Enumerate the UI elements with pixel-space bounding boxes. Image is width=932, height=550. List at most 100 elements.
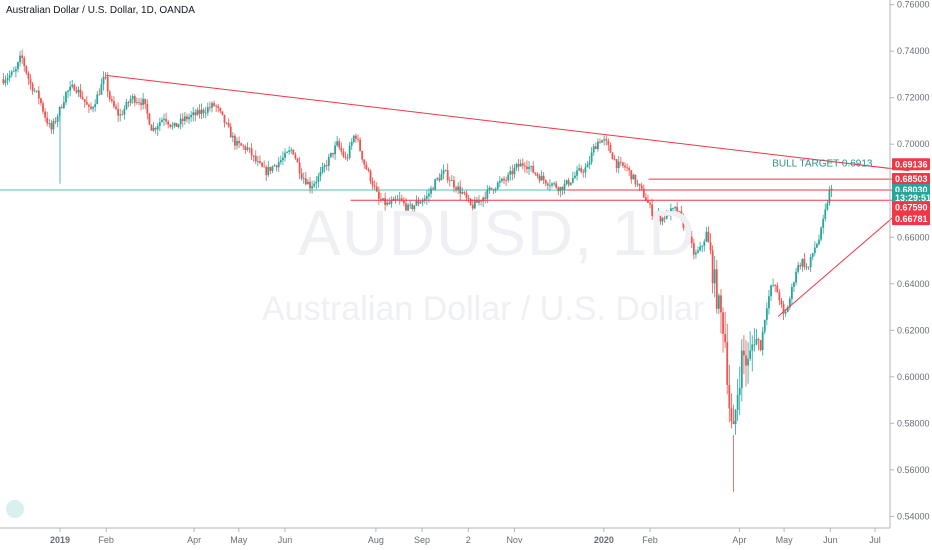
- candle-body: [231, 135, 234, 138]
- candle-body: [778, 292, 781, 301]
- candle-body: [628, 168, 631, 171]
- candle-body: [377, 191, 380, 200]
- candle-body: [636, 183, 639, 185]
- candle-body: [686, 227, 689, 238]
- x-tick-label: Apr: [187, 535, 201, 545]
- y-tick-label: 0.54000: [897, 511, 930, 521]
- candle-body: [98, 94, 101, 96]
- candle-body: [455, 187, 457, 190]
- candle-body: [179, 118, 182, 125]
- candle-body: [373, 185, 376, 187]
- x-tick-label: 2019: [50, 535, 70, 545]
- candle-body: [200, 109, 203, 115]
- candle-body: [37, 90, 40, 99]
- candle-body: [795, 271, 797, 283]
- candle-body: [163, 118, 165, 120]
- candle-body: [473, 200, 476, 209]
- candle-body: [327, 156, 330, 166]
- candle-body: [824, 209, 827, 219]
- candle-body: [234, 135, 236, 146]
- candle-body: [526, 166, 528, 169]
- candle-body: [229, 126, 232, 138]
- y-tick-label: 0.76000: [897, 0, 930, 10]
- candle-body: [578, 168, 581, 171]
- candle-body: [498, 181, 501, 183]
- candle-body: [428, 193, 430, 197]
- candle-body: [747, 358, 749, 366]
- candle-body: [100, 84, 103, 95]
- candle-body: [131, 96, 134, 99]
- candle-body: [507, 174, 510, 181]
- candle-body: [697, 250, 699, 253]
- price-tag: [892, 173, 930, 186]
- candle-body: [90, 106, 92, 109]
- candle-body: [574, 175, 576, 178]
- candle-body: [772, 285, 775, 286]
- candle-body: [567, 180, 570, 185]
- candle-body: [10, 71, 13, 76]
- candle-body: [453, 180, 455, 188]
- candle-body: [332, 152, 334, 155]
- price-tags: 0.69136 0.685030.6803013:29:510.675900.66…: [892, 158, 931, 226]
- tradingview-logo-icon[interactable]: [6, 500, 24, 518]
- candle-body: [440, 174, 443, 181]
- candle-body: [21, 55, 24, 58]
- candle-body: [196, 109, 199, 116]
- candle-body: [515, 163, 518, 168]
- x-tick-label: Jun: [278, 535, 293, 545]
- x-tick-label: Aug: [368, 535, 384, 545]
- candle-body: [336, 141, 339, 146]
- candle-body: [29, 78, 32, 84]
- candle-body: [338, 141, 341, 148]
- candle-body: [442, 170, 445, 175]
- candle-body: [726, 342, 729, 385]
- candle-body: [471, 204, 474, 209]
- candle-body: [304, 178, 307, 185]
- candle-body: [17, 62, 19, 69]
- candle-body: [599, 141, 601, 143]
- x-tick-label: 2: [466, 535, 471, 545]
- candle-body: [538, 175, 541, 181]
- candle-body: [684, 227, 687, 229]
- candle-body: [690, 236, 693, 244]
- candle-body: [261, 162, 263, 167]
- candle-body: [357, 138, 359, 140]
- price-tag-label: 0.69136: [895, 159, 928, 169]
- candle-body: [223, 114, 226, 123]
- candle-body: [768, 296, 770, 309]
- candle-body: [275, 165, 278, 168]
- candle-body: [432, 188, 434, 190]
- candle-body: [311, 186, 314, 189]
- candle-body: [198, 109, 201, 115]
- candle-body: [738, 388, 741, 395]
- candle-body: [359, 139, 361, 151]
- candles: [2, 49, 833, 492]
- candle-body: [405, 203, 407, 211]
- candle-body: [590, 152, 593, 163]
- candle-body: [206, 107, 209, 113]
- candle-body: [674, 206, 676, 209]
- candle-body: [818, 239, 820, 245]
- candle-body: [340, 147, 343, 152]
- y-tick-label: 0.72000: [897, 93, 930, 103]
- candle-body: [307, 181, 309, 185]
- candle-body: [430, 188, 432, 194]
- candle-body: [171, 125, 174, 127]
- candle-body: [659, 214, 662, 222]
- candle-body: [259, 161, 261, 163]
- candle-body: [123, 108, 126, 115]
- candle-body: [667, 212, 670, 216]
- candle-body: [85, 101, 88, 105]
- candle-body: [115, 106, 117, 109]
- candle-body: [382, 198, 384, 201]
- x-tick-label: Feb: [98, 535, 114, 545]
- candle-body: [415, 201, 418, 206]
- candle-body: [611, 152, 614, 160]
- candle-body: [640, 185, 643, 189]
- candle-body: [469, 198, 472, 205]
- candle-body: [626, 167, 628, 169]
- candle-body: [713, 269, 716, 284]
- candle-body: [348, 145, 351, 158]
